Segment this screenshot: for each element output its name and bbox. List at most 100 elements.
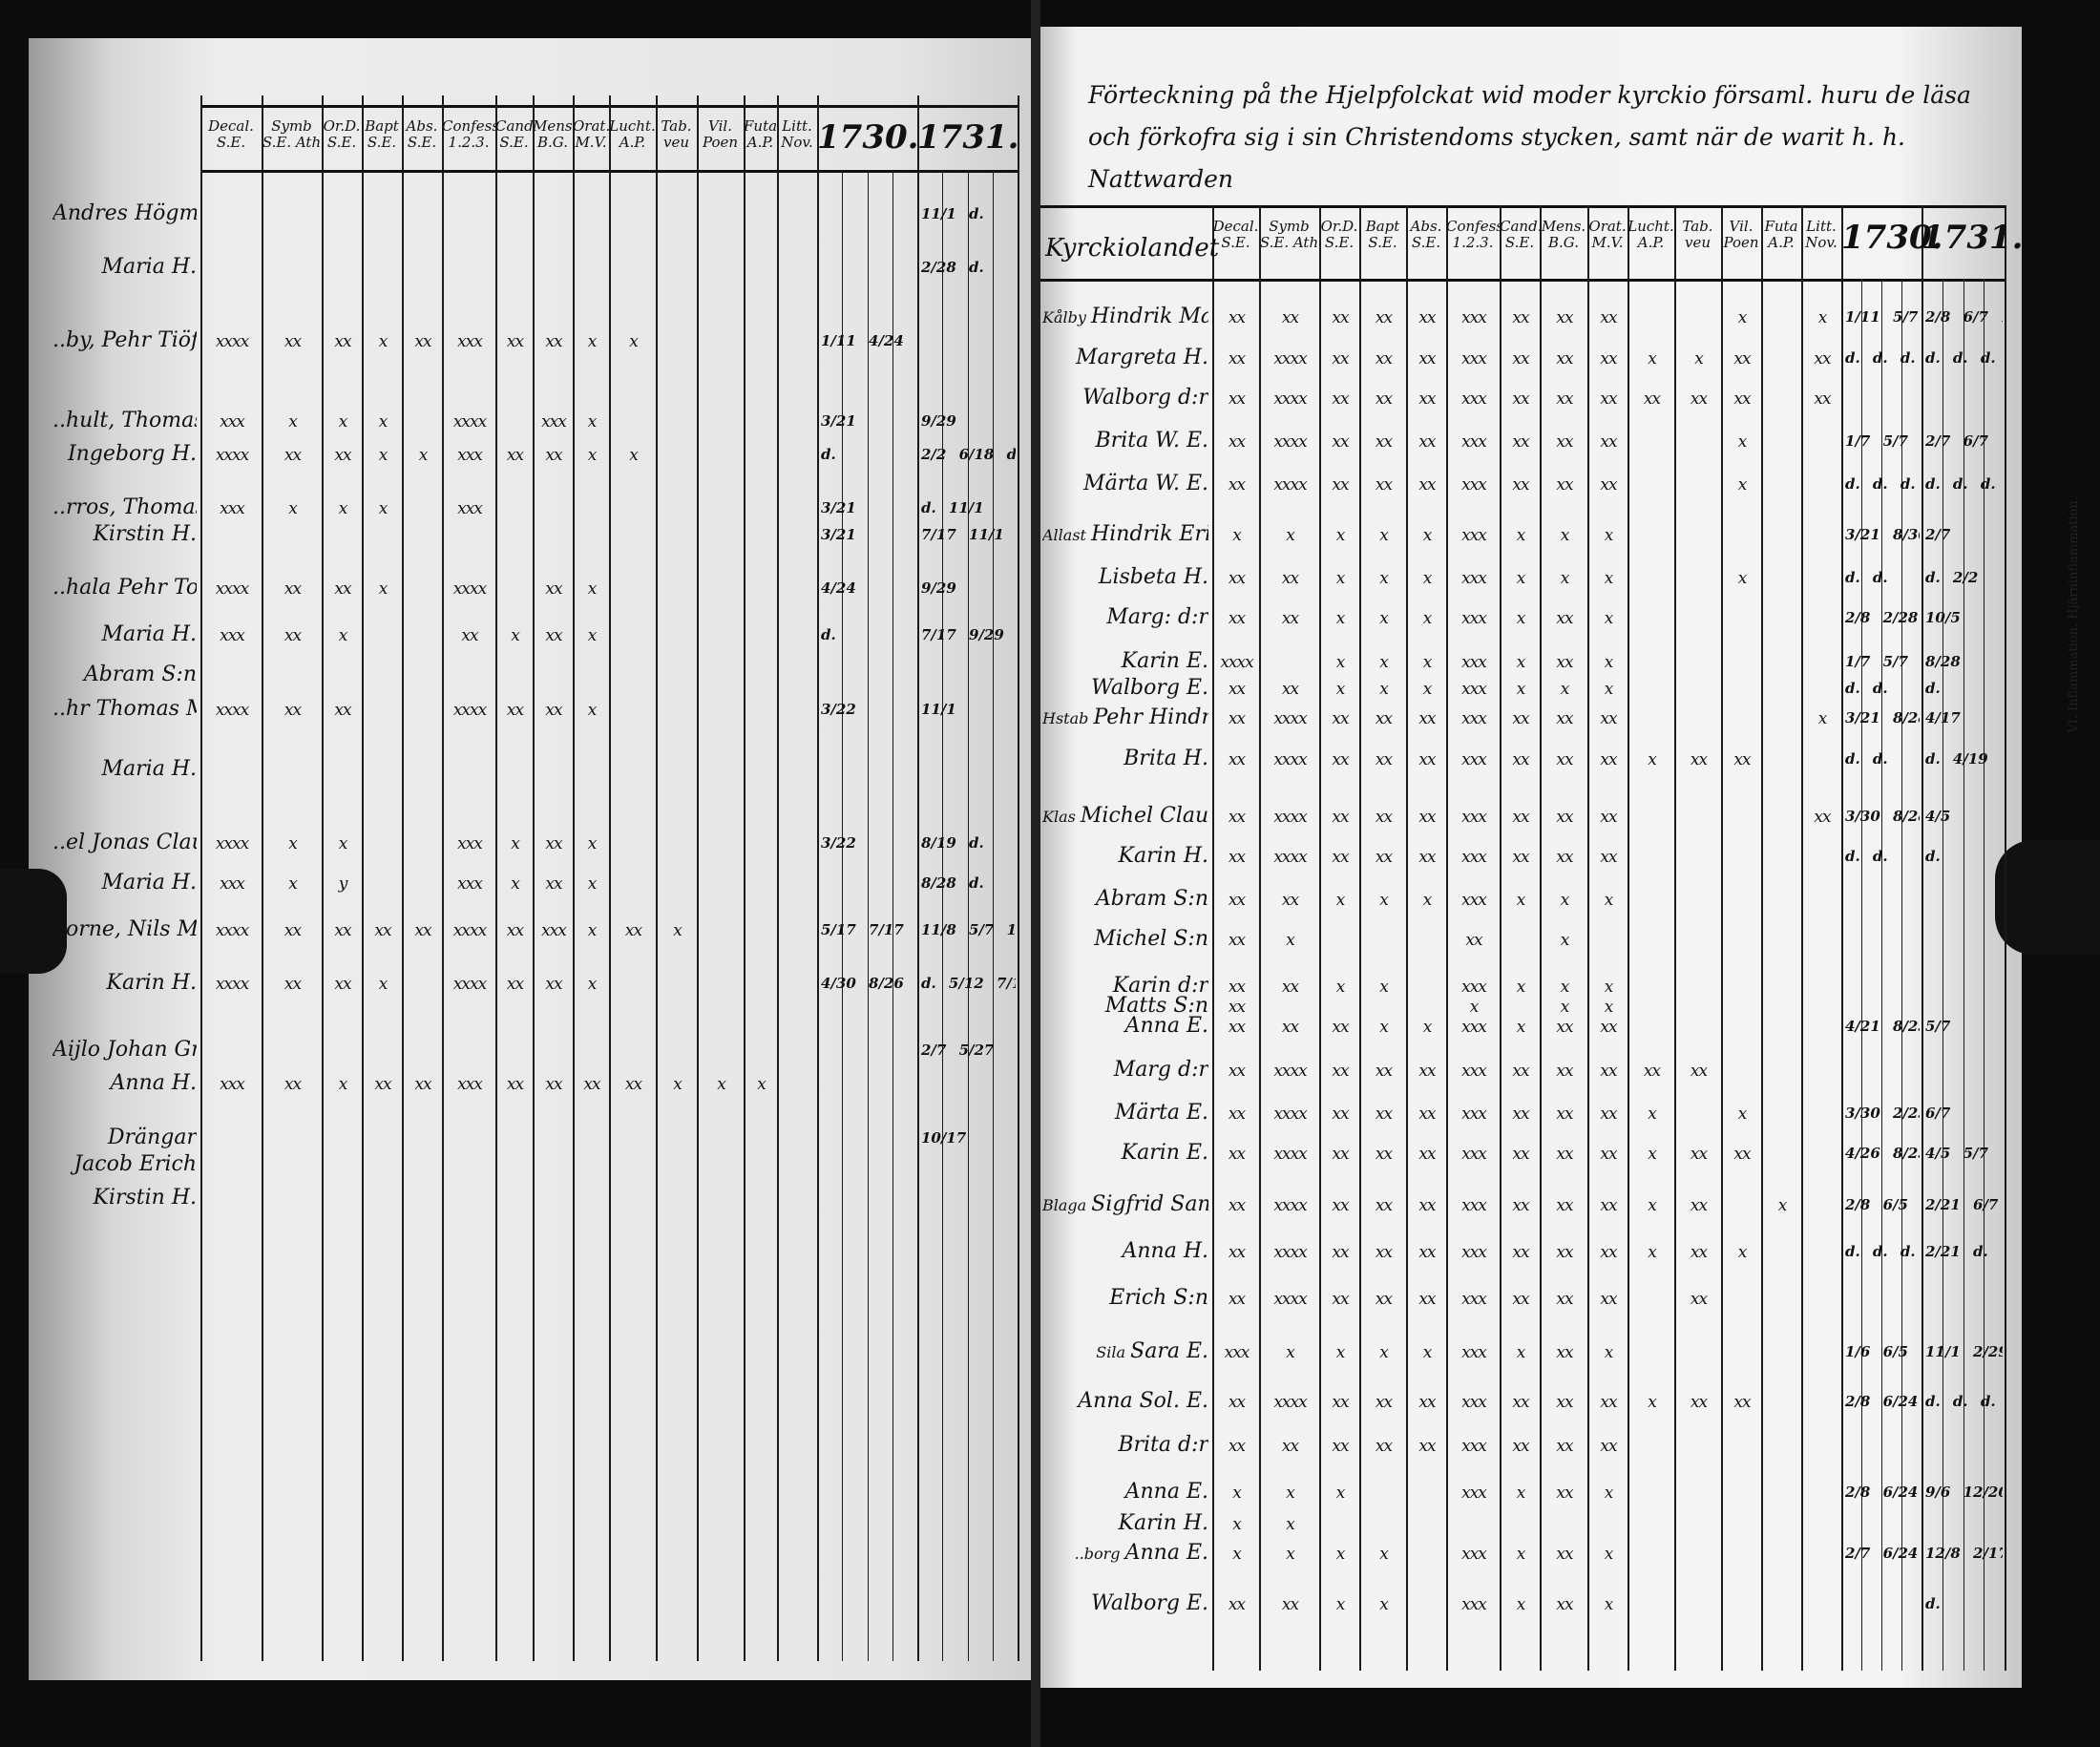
exam-mark: x [1817, 709, 1828, 728]
exam-mark: x [338, 626, 348, 645]
right-row-name: Allast Hindrik Ericss. [1042, 522, 1208, 546]
exam-mark: xx [1418, 750, 1436, 769]
column-header-line1: Orat. [1588, 219, 1627, 235]
column-header-line1: Litt. [1806, 219, 1837, 235]
communion-date-y1730: 5/17 7/17 [821, 921, 904, 938]
exam-mark: xx [545, 332, 562, 351]
exam-mark: xx [1814, 808, 1831, 827]
person-name: Walborg E. [1091, 676, 1208, 700]
exam-mark: x [1604, 1343, 1614, 1362]
exam-mark: x [1232, 1484, 1242, 1503]
exam-mark: xx [1600, 750, 1617, 769]
exam-mark: xx [1332, 709, 1349, 728]
left-row-name: Maria H. [52, 255, 197, 279]
exam-mark: xx [1228, 931, 1246, 950]
column-header-line2: Poen [702, 134, 739, 151]
exam-mark: xx [1228, 978, 1246, 997]
exam-mark: xx [1512, 1196, 1529, 1215]
exam-mark: x [1379, 526, 1389, 545]
exam-mark: xxx [1461, 680, 1487, 699]
exam-mark: xx [545, 1075, 562, 1094]
exam-mark: xx [1332, 1196, 1349, 1215]
exam-mark: xx [1375, 432, 1393, 452]
exam-mark: xx [1512, 1437, 1529, 1456]
right-column-header: Futa A.P. [1761, 219, 1801, 251]
exam-mark: xxxx [1273, 1393, 1307, 1412]
left-row-name: ..el Jonas Claus [52, 831, 197, 854]
left-column-header: Symb S.E. Ath [262, 118, 322, 151]
exam-mark: xx [461, 626, 478, 645]
left-column-rule [573, 95, 575, 1661]
person-name: Marg d:r [1113, 1058, 1208, 1082]
exam-mark: xx [1690, 1290, 1708, 1309]
exam-mark: xx [1375, 750, 1393, 769]
person-name: Anna Sol. E. [1078, 1389, 1208, 1413]
communion-date-y1731: 2/7 5/27 [921, 1042, 995, 1059]
exam-mark: x [1379, 1343, 1389, 1362]
left-column-header: Orat. M.V. [573, 118, 609, 151]
farm-name: Blaga [1042, 1196, 1092, 1214]
exam-mark: x [1516, 526, 1526, 545]
communion-date-y1730: 3/30 8/28 [1845, 808, 1920, 825]
exam-mark: xxxx [215, 921, 249, 940]
exam-mark: xx [1556, 1145, 1573, 1164]
exam-mark: xx [1600, 1393, 1617, 1412]
exam-mark: x [1737, 308, 1748, 327]
exam-mark: x [288, 834, 298, 853]
left-row-name: Abram S:n [52, 663, 197, 686]
exam-mark: x [1379, 1018, 1389, 1037]
communion-date-y1731: 10/5 [1925, 609, 1961, 626]
communion-date-y1730: d. d. [1845, 680, 1888, 697]
exam-mark: xx [1418, 1062, 1436, 1081]
column-header-line2: A.P. [1768, 234, 1795, 251]
person-name: Kirstin H. [93, 522, 198, 546]
exam-mark: xxxx [215, 975, 249, 994]
exam-mark: xxxx [1273, 848, 1307, 867]
exam-mark: xx [1375, 1437, 1393, 1456]
exam-mark: x [1604, 609, 1614, 628]
right-column-header: Orat. M.V. [1587, 219, 1628, 251]
exam-mark: xx [1281, 569, 1299, 588]
communion-date-y1731: d. d. d. [1925, 475, 1996, 493]
exam-mark: xxxx [452, 975, 487, 994]
left-row-name: Anna H. [52, 1071, 197, 1095]
right-column-header: Or.D. S.E. [1319, 219, 1359, 251]
exam-mark: x [1335, 1484, 1346, 1503]
exam-mark: x [1560, 526, 1570, 545]
right-column-rule [1922, 205, 1923, 1671]
exam-mark: xx [1375, 1243, 1393, 1262]
exam-mark: xx [1600, 349, 1617, 368]
person-name: Anna H. [1122, 1239, 1208, 1263]
left-column-header: Mens. B.G. [533, 118, 573, 151]
communion-date-y1730: 1/6 6/5 [1845, 1343, 1908, 1360]
exam-mark: x [757, 1075, 766, 1094]
left-column-rule [533, 95, 535, 1661]
exam-mark: x [1379, 569, 1389, 588]
exam-mark: xx [1600, 709, 1617, 728]
communion-date-y1730: d. d. [1845, 750, 1888, 768]
left-row-name: ..hr Thomas Mun [52, 697, 197, 721]
right-row-name: Brita W. E. [1042, 429, 1208, 453]
exam-mark: x [1422, 569, 1433, 588]
person-name: ..hala Pehr Tomss. [52, 576, 197, 600]
exam-mark: x [1422, 526, 1433, 545]
exam-mark: x [1648, 750, 1657, 769]
exam-mark: xxx [457, 499, 483, 518]
exam-mark: x [338, 834, 348, 853]
column-header-line2: 1.2.3. [448, 134, 490, 151]
left-column-header: Or.D. S.E. [322, 118, 362, 151]
exam-mark: x [378, 499, 388, 518]
communion-date-y1731: 9/29 [921, 579, 956, 597]
exam-mark: xx [1228, 1062, 1246, 1081]
exam-mark: xx [1281, 1437, 1299, 1456]
exam-mark: x [673, 921, 682, 940]
exam-mark: x [587, 332, 598, 351]
column-header-line2: Poen [1723, 234, 1759, 251]
exam-mark: xx [1228, 1290, 1246, 1309]
communion-date-y1730: 2/8 6/24 [1845, 1484, 1919, 1501]
column-header-line1: Mens. [533, 118, 573, 135]
communion-date-y1730: 2/7 6/24 [1845, 1545, 1919, 1562]
right-column-rule [1628, 205, 1629, 1671]
exam-mark: xxxx [1273, 1062, 1307, 1081]
exam-mark: xx [1281, 891, 1299, 910]
